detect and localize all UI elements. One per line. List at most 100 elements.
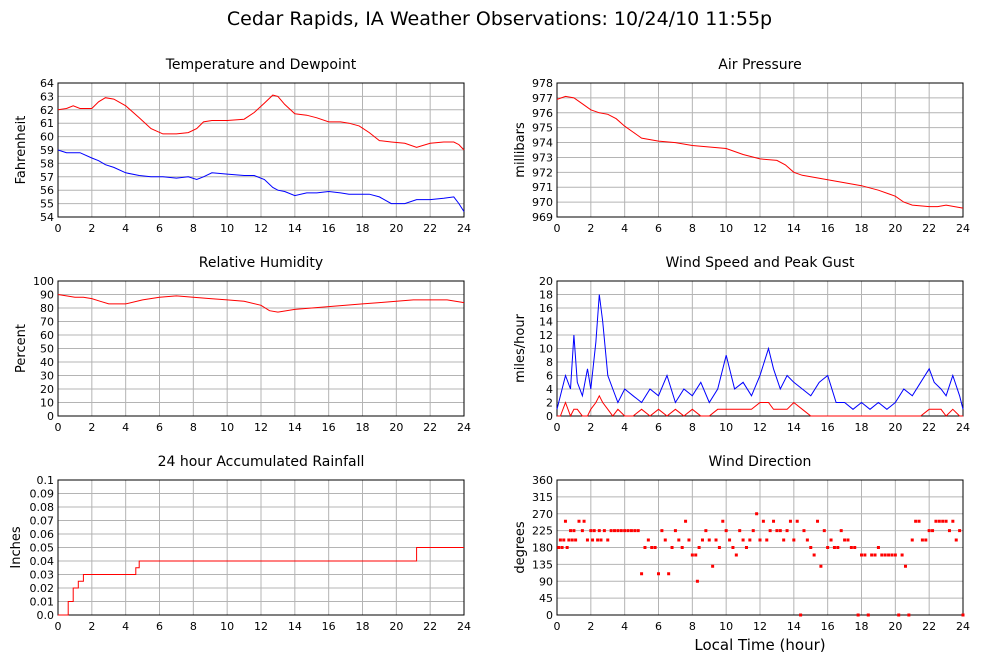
x-tick-label: 14 (288, 620, 302, 633)
y-tick-label: 14 (539, 316, 553, 329)
data-point (728, 538, 732, 542)
x-tick-label: 8 (689, 421, 696, 434)
data-point (907, 613, 911, 617)
x-tick-label: 0 (55, 222, 62, 235)
data-point (695, 579, 699, 583)
data-point (714, 538, 718, 542)
data-point (636, 529, 640, 533)
data-point (687, 538, 691, 542)
y-tick-label: 973 (532, 151, 553, 164)
y-tick-label: 0.06 (30, 528, 55, 541)
y-tick-label: 0.08 (30, 501, 55, 514)
data-point (819, 564, 823, 568)
page-title: Cedar Rapids, IA Weather Observations: 1… (226, 8, 773, 30)
data-point (799, 613, 803, 617)
data-point (937, 519, 941, 523)
y-tick-label: 12 (539, 329, 553, 342)
data-point (646, 538, 650, 542)
x-tick-label: 0 (55, 620, 62, 633)
data-point (677, 538, 681, 542)
y-tick-label: 50 (40, 343, 54, 356)
data-point (822, 529, 826, 533)
y-tick-label: 30 (40, 370, 54, 383)
y-tick-label: 0.1 (37, 474, 55, 487)
data-point (870, 553, 874, 557)
y-tick-label: 978 (532, 77, 553, 90)
y-tick-label: 60 (40, 329, 54, 342)
x-tick-label: 6 (655, 222, 662, 235)
data-point (663, 538, 667, 542)
data-point (856, 613, 860, 617)
data-point (832, 546, 836, 549)
x-axis-label: Local Time (hour) (694, 636, 825, 654)
x-tick-label: 24 (956, 620, 970, 633)
x-tick-label: 6 (156, 222, 163, 235)
data-point (619, 529, 623, 533)
data-point (560, 546, 564, 549)
x-tick-label: 16 (322, 421, 336, 434)
y-tick-label: 970 (532, 196, 553, 209)
data-point (829, 538, 833, 542)
x-tick-label: 2 (88, 620, 95, 633)
x-tick-label: 6 (156, 421, 163, 434)
data-point (768, 529, 772, 533)
data-point (927, 529, 931, 533)
x-tick-label: 24 (956, 222, 970, 235)
x-tick-label: 10 (719, 421, 733, 434)
x-tick-label: 12 (753, 421, 767, 434)
plot-frame (57, 280, 465, 417)
y-tick-label: 45 (539, 592, 553, 605)
y-axis-label: Fahrenheit (14, 116, 29, 185)
data-point (562, 538, 566, 542)
x-tick-label: 22 (423, 222, 437, 235)
data-point (580, 529, 584, 533)
x-tick-label: 12 (753, 620, 767, 633)
x-tick-label: 8 (190, 222, 197, 235)
y-tick-label: 55 (40, 198, 54, 211)
data-point (839, 529, 843, 533)
grid-lines (556, 82, 964, 218)
data-point (721, 519, 725, 523)
y-tick-label: 0 (546, 609, 553, 622)
x-tick-label: 0 (554, 421, 561, 434)
data-point (836, 546, 840, 549)
data-point (643, 546, 647, 549)
x-tick-label: 2 (587, 620, 594, 633)
x-tick-label: 24 (457, 620, 471, 633)
x-tick-label: 4 (621, 421, 628, 434)
data-point (684, 519, 688, 523)
data-point (782, 538, 786, 542)
data-point (667, 572, 671, 576)
chart-title: Air Pressure (718, 57, 801, 73)
data-point (606, 538, 610, 542)
y-tick-label: 20 (539, 275, 553, 288)
y-tick-label: 63 (40, 90, 54, 103)
x-tick-label: 2 (88, 222, 95, 235)
x-tick-label: 14 (787, 421, 801, 434)
chart-title: Relative Humidity (199, 255, 323, 271)
y-tick-label: 10 (539, 343, 553, 356)
data-point (577, 519, 581, 523)
y-tick-label: 0.0 (37, 609, 55, 622)
data-point (741, 538, 745, 542)
x-tick-label: 6 (156, 620, 163, 633)
data-point (591, 538, 595, 542)
data-point (673, 529, 677, 533)
x-tick-label: 16 (322, 222, 336, 235)
series-line-red (57, 94, 465, 151)
data-point (853, 546, 857, 549)
y-tick-label: 315 (532, 491, 553, 504)
x-tick-label: 12 (254, 421, 268, 434)
x-tick-label: 4 (621, 222, 628, 235)
y-tick-label: 40 (40, 356, 54, 369)
data-point (609, 529, 613, 533)
y-axis-label: Percent (14, 324, 29, 373)
data-point (557, 546, 561, 549)
y-tick-label: 225 (532, 525, 553, 538)
data-point (958, 529, 962, 533)
data-point (910, 538, 914, 542)
